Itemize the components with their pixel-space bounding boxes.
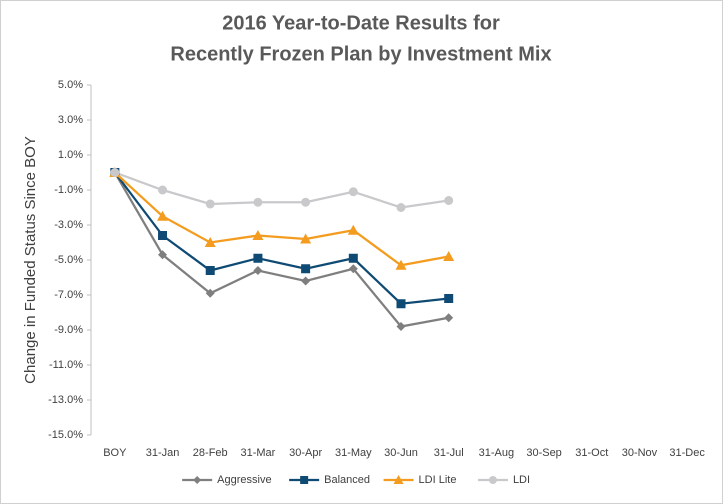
series-line (114, 171, 449, 267)
marker (205, 199, 215, 209)
legend-label: Aggressive (217, 474, 271, 486)
y-tick-label: -9.0% (54, 324, 83, 336)
marker (395, 259, 407, 270)
legend-marker (488, 476, 497, 484)
x-tick-label: 31-Jul (434, 447, 464, 459)
x-tick-label: 28-Feb (193, 447, 228, 459)
series-line (114, 171, 449, 209)
x-tick-label: 31-Mar (241, 447, 276, 459)
marker (396, 322, 406, 331)
marker (253, 197, 263, 207)
marker (253, 253, 263, 263)
marker (348, 253, 358, 263)
marker (110, 168, 120, 177)
legend-marker (300, 476, 309, 484)
marker (253, 266, 263, 275)
x-tick-label: 31-May (335, 447, 372, 459)
marker (301, 276, 311, 286)
marker (158, 231, 168, 240)
chart-title: Recently Frozen Plan by Investment Mix (170, 43, 551, 65)
marker (396, 203, 406, 212)
x-tick-label: 31-Jan (146, 447, 180, 459)
marker (444, 313, 454, 323)
y-tick-label: -13.0% (48, 394, 83, 406)
marker (158, 250, 168, 260)
marker (348, 264, 358, 274)
x-tick-label: 31-Dec (669, 447, 705, 459)
marker (300, 233, 312, 244)
legend-label: LDI (513, 474, 530, 486)
y-tick-label: 1.0% (58, 149, 83, 161)
y-tick-label: -5.0% (54, 254, 83, 266)
marker (205, 266, 215, 275)
legend-marker (393, 475, 404, 484)
x-tick-label: BOY (103, 447, 127, 459)
marker (444, 196, 454, 205)
y-tick-label: -1.0% (54, 184, 83, 196)
y-tick-label: 5.0% (58, 79, 83, 91)
marker (347, 224, 359, 235)
x-tick-label: 31-Aug (479, 447, 514, 459)
series-line (113, 171, 449, 305)
chart-title: 2016 Year-to-Date Results for (222, 12, 500, 34)
x-tick-label: 30-Apr (289, 447, 322, 459)
marker (444, 294, 454, 303)
marker (348, 187, 358, 197)
marker (205, 288, 215, 298)
marker (301, 264, 311, 274)
y-tick-label: 3.0% (58, 114, 83, 126)
marker (204, 237, 216, 247)
y-tick-label: -3.0% (54, 219, 83, 231)
x-tick-label: 30-Jun (384, 447, 418, 459)
series-line (113, 171, 449, 328)
marker (158, 185, 168, 195)
x-tick-label: 31-Oct (575, 447, 608, 459)
y-tick-label: -15.0% (48, 429, 83, 441)
marker (396, 299, 406, 309)
x-tick-label: 30-Nov (622, 447, 658, 459)
legend-label: Balanced (324, 474, 370, 486)
legend-marker (193, 476, 202, 484)
y-axis-label: Change in Funded Status Since BOY (22, 136, 39, 384)
y-tick-label: -7.0% (54, 289, 83, 301)
marker (157, 210, 169, 221)
marker (443, 251, 455, 261)
marker (301, 197, 311, 207)
legend-label: LDI Lite (419, 474, 457, 486)
marker (252, 230, 264, 240)
x-tick-label: 30-Sep (526, 447, 561, 459)
y-tick-label: -11.0% (49, 359, 83, 371)
